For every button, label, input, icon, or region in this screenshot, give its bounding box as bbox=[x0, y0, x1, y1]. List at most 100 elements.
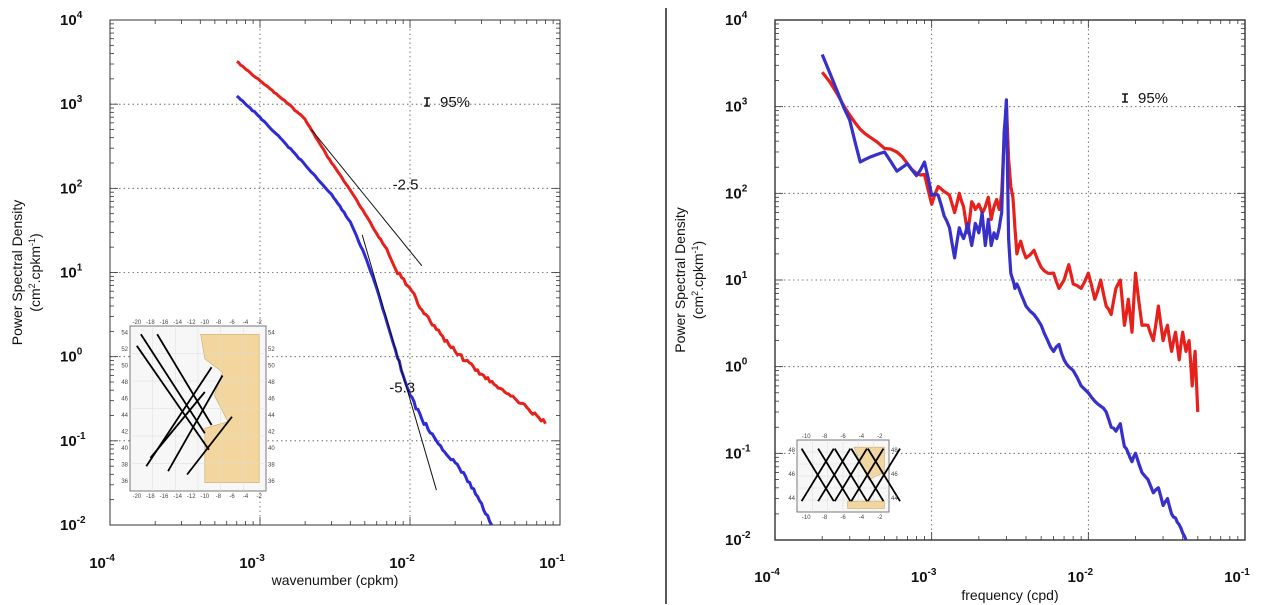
inset-y-tick-label: 42 bbox=[121, 429, 128, 435]
inset-x-tick-label: -8 bbox=[822, 434, 828, 440]
inset-y-tick-label: 48 bbox=[268, 380, 275, 386]
y-axis-label: Power Spectral Density bbox=[9, 200, 25, 346]
inset-y-tick-label: 36 bbox=[121, 479, 128, 485]
y-tick-label: 10-2 bbox=[60, 515, 86, 534]
inset-satellite-track bbox=[136, 345, 210, 451]
x-axis-label: wavenumber (cpkm) bbox=[271, 572, 399, 588]
y-tick-label: 104 bbox=[60, 10, 83, 29]
inset-x-tick-label: -6 bbox=[229, 320, 235, 326]
y-tick-label: 102 bbox=[60, 178, 83, 197]
x-tick-label: 10-2 bbox=[389, 553, 415, 572]
confidence-label: 95% bbox=[440, 94, 470, 111]
inset-x-tick-label: -10 bbox=[802, 434, 811, 440]
inset-x-tick-label: -16 bbox=[160, 320, 169, 326]
y-tick-label: 103 bbox=[60, 94, 83, 113]
inset-y-tick-label: 44 bbox=[121, 413, 128, 419]
inset-x-tick-label: -4 bbox=[859, 434, 865, 440]
inset-y-tick-label: 40 bbox=[268, 446, 275, 452]
inset-satellite-track bbox=[167, 375, 224, 472]
inset-x-tick-label: -10 bbox=[200, 320, 209, 326]
confidence-label: 95% bbox=[1138, 90, 1168, 107]
inset-x-tick-label: -6 bbox=[840, 434, 846, 440]
inset-x-tick-label: -10 bbox=[200, 494, 209, 500]
x-tick-label: 10-4 bbox=[754, 567, 780, 586]
inset-x-tick-label: -4 bbox=[243, 320, 249, 326]
inset-x-tick-label: -12 bbox=[187, 320, 196, 326]
inset-y-tick-label: 54 bbox=[268, 330, 275, 336]
y-tick-label: 100 bbox=[60, 347, 83, 366]
y-tick-label: 102 bbox=[725, 183, 748, 202]
inset-y-tick-label: 48 bbox=[788, 448, 795, 454]
series-group bbox=[820, 53, 1200, 540]
inset-x-tick-label: -20 bbox=[132, 494, 141, 500]
inset-x-tick-label: -2 bbox=[257, 494, 263, 500]
series-line bbox=[820, 53, 1188, 540]
inset-x-tick-label: -2 bbox=[257, 320, 263, 326]
inset-y-tick-label: 52 bbox=[268, 347, 275, 353]
inset-y-tick-label: 48 bbox=[891, 448, 898, 454]
chart-panel: 10-4 10-3 10-2 10-1 10-2 10-1 100 101 102 103 104 f… bbox=[672, 10, 1250, 603]
inset-x-tick-label: -2 bbox=[877, 434, 883, 440]
inset-satellite-track bbox=[186, 416, 233, 476]
inset-y-tick-label: 40 bbox=[121, 446, 128, 452]
inset-x-tick-label: -6 bbox=[840, 515, 846, 521]
series-line bbox=[820, 71, 1200, 413]
inset-map: -20 -20 -18 -18 -16 -16 -14 -14 -12 -12 -10 -10 -8 -8… bbox=[121, 320, 275, 500]
inset-y-tick-label: 48 bbox=[121, 380, 128, 386]
y-axis-units: (cm2.cpkm-1) bbox=[27, 233, 43, 311]
inset-y-tick-label: 46 bbox=[121, 396, 128, 402]
x-axis-label: frequency (cpd) bbox=[961, 587, 1058, 603]
inset-x-tick-label: -4 bbox=[859, 515, 865, 521]
y-tick-label: 100 bbox=[725, 357, 748, 376]
inset-x-tick-label: -18 bbox=[146, 320, 155, 326]
y-axis-units: (cm2.cpkm-1) bbox=[690, 241, 706, 319]
series-line bbox=[236, 60, 547, 425]
inset-y-tick-label: 38 bbox=[121, 462, 128, 468]
y-tick-label: 103 bbox=[725, 97, 748, 116]
reference-slope-label: -5.3 bbox=[389, 379, 415, 396]
inset-y-tick-label: 50 bbox=[268, 363, 275, 369]
inset-satellite-track bbox=[800, 448, 835, 502]
inset-y-tick-label: 38 bbox=[268, 462, 275, 468]
reference-slope-label: -2.5 bbox=[393, 177, 419, 194]
inset-x-tick-label: -12 bbox=[187, 494, 196, 500]
inset-x-tick-label: -8 bbox=[216, 320, 222, 326]
y-axis-label: Power Spectral Density bbox=[672, 207, 688, 353]
x-tick-label: 10-2 bbox=[1068, 567, 1094, 586]
inset-satellite-track bbox=[833, 448, 868, 502]
inset-x-tick-label: -2 bbox=[877, 515, 883, 521]
inset-x-tick-label: -20 bbox=[132, 320, 141, 326]
x-tick-label: 10-3 bbox=[911, 567, 937, 586]
inset-y-tick-label: 46 bbox=[268, 396, 275, 402]
x-tick-label: 10-1 bbox=[539, 553, 565, 572]
inset-y-tick-label: 52 bbox=[121, 347, 128, 353]
y-tick-label: 10-1 bbox=[725, 443, 751, 462]
inset-x-tick-label: -14 bbox=[173, 320, 182, 326]
inset-y-tick-label: 44 bbox=[788, 496, 795, 502]
inset-satellite-track bbox=[817, 448, 852, 502]
reference-slope-line bbox=[310, 129, 423, 267]
inset-y-tick-label: 46 bbox=[788, 472, 795, 478]
inset-x-tick-label: -18 bbox=[146, 494, 155, 500]
series-group bbox=[235, 60, 547, 525]
inset-map: -10 -10 -8 -8 -6 -6 -4 -4 -2 -2 48 48 46 46 44 44 bbox=[788, 434, 901, 521]
x-tick-label: 10-1 bbox=[1224, 567, 1250, 586]
inset-y-tick-label: 42 bbox=[268, 429, 275, 435]
series-line bbox=[235, 94, 493, 525]
inset-x-tick-label: -6 bbox=[229, 494, 235, 500]
y-tick-label: 101 bbox=[60, 263, 83, 282]
inset-x-tick-label: -14 bbox=[173, 494, 182, 500]
inset-satellite-track bbox=[867, 448, 901, 502]
inset-y-tick-label: 36 bbox=[268, 479, 275, 485]
inset-x-tick-label: -8 bbox=[216, 494, 222, 500]
inset-y-tick-label: 50 bbox=[121, 363, 128, 369]
y-tick-label: 101 bbox=[725, 270, 748, 289]
y-tick-label: 10-1 bbox=[60, 431, 86, 450]
inset-x-tick-label: -8 bbox=[822, 515, 828, 521]
inset-y-tick-label: 46 bbox=[891, 472, 898, 478]
inset-y-tick-label: 54 bbox=[121, 330, 128, 336]
inset-satellite-track bbox=[149, 391, 206, 459]
inset-satellite-track bbox=[140, 333, 206, 434]
inset-x-tick-label: -4 bbox=[243, 494, 249, 500]
